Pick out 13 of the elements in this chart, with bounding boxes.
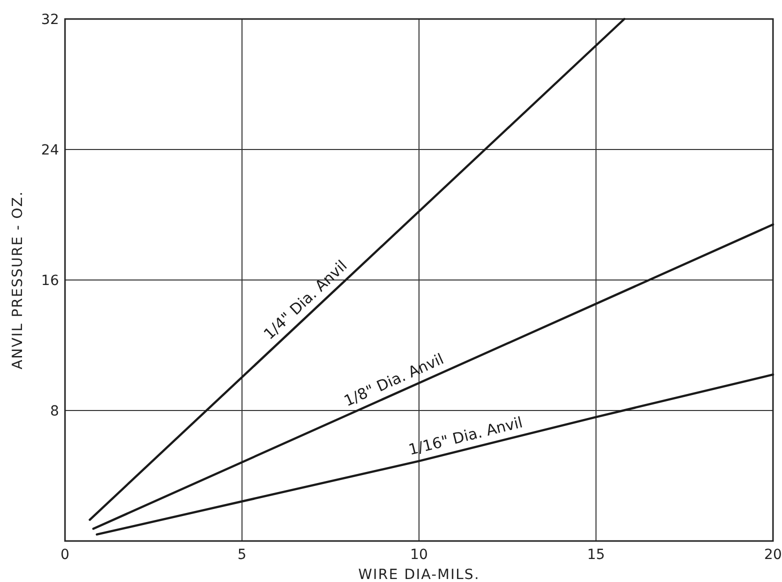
y-tick-label: 16 [41,273,60,289]
y-tick-label: 24 [41,142,60,158]
y-axis-title: ANVIL PRESSURE - OZ. [10,190,26,370]
x-tick-label: 0 [60,547,70,563]
x-tick-label: 15 [587,547,605,563]
x-tick-label: 5 [238,547,246,563]
y-tick-label: 8 [50,404,59,420]
text: 1/16" Dia. Anvil [406,413,524,459]
text: 1/8" Dia. Anvil [341,350,446,410]
x-tick-label: 10 [410,547,428,563]
y-tick-label: 32 [41,12,59,28]
x-axis-title: WIRE DIA-MILS. [358,567,480,582]
x-tick-label: 20 [764,547,782,563]
